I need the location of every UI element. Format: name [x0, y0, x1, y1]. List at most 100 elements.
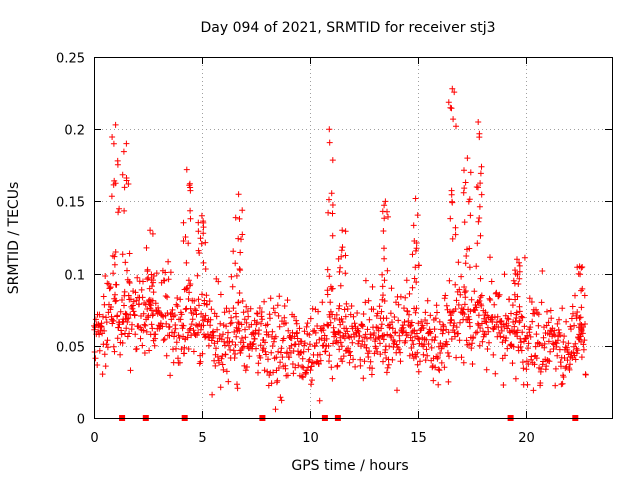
data-point: [265, 331, 272, 338]
data-point: [384, 364, 391, 371]
data-point: [511, 323, 518, 330]
data-point: [185, 277, 192, 284]
data-point: [243, 303, 250, 310]
data-point: [410, 222, 417, 229]
data-point: [359, 323, 366, 330]
data-point: [521, 254, 528, 261]
data-point: [262, 339, 268, 346]
data-point: [532, 343, 539, 350]
data-point: [514, 256, 520, 263]
data-point: [150, 289, 157, 296]
data-point: [362, 299, 369, 306]
data-point: [381, 202, 388, 209]
data-point: [552, 382, 559, 389]
data-point: [394, 387, 400, 394]
data-point: [461, 284, 468, 290]
data-point: [230, 347, 237, 354]
data-point: [336, 302, 343, 309]
data-point: [242, 334, 249, 341]
y-tick-label: 0.05: [56, 341, 85, 356]
data-point: [183, 166, 190, 173]
data-point: [350, 313, 357, 320]
data-point: [445, 329, 452, 336]
data-point: [235, 299, 242, 306]
data-point: [344, 306, 351, 312]
data-point: [485, 328, 492, 335]
data-point: [559, 380, 566, 387]
data-point: [140, 278, 146, 285]
data-point: [317, 351, 323, 358]
data-point: [229, 283, 236, 290]
data-point: [141, 350, 148, 356]
data-point: [278, 345, 285, 352]
data-point: [578, 338, 584, 345]
data-point: [241, 362, 248, 369]
data-point: [113, 297, 120, 304]
data-point: [461, 185, 468, 192]
data-point: [105, 281, 112, 287]
data-point: [195, 329, 202, 336]
data-point: [533, 306, 539, 313]
data-point: [171, 312, 178, 319]
data-point: [395, 317, 402, 324]
data-point: [211, 340, 218, 347]
data-point: [490, 351, 497, 358]
data-point: [424, 297, 431, 304]
data-point: [327, 319, 334, 326]
data-point: [509, 302, 516, 309]
data-point: [582, 371, 589, 378]
data-point: [193, 311, 200, 318]
data-point: [236, 266, 243, 272]
data-point: [186, 289, 193, 296]
data-point: [479, 320, 485, 327]
data-point: [505, 316, 512, 323]
data-point: [516, 259, 522, 266]
data-point: [305, 346, 312, 353]
data-point: [570, 349, 577, 356]
data-point: [410, 341, 417, 348]
data-point: [402, 337, 409, 344]
data-point: [102, 273, 109, 279]
data-point: [220, 331, 226, 338]
data-point: [124, 333, 131, 340]
data-point: [195, 247, 202, 254]
data-point: [565, 340, 572, 347]
data-point: [365, 297, 372, 304]
data-point: [453, 123, 459, 130]
data-point: [207, 316, 214, 323]
data-point: [560, 374, 567, 380]
data-point: [379, 283, 386, 290]
data-point: [239, 207, 246, 214]
data-point: [329, 210, 336, 217]
data-point: [375, 334, 382, 340]
data-point: [413, 330, 420, 337]
data-point: [543, 322, 550, 329]
data-point: [523, 358, 530, 365]
data-point: [478, 163, 485, 170]
data-point: [519, 359, 526, 366]
data-point: [503, 335, 510, 341]
data-point: [572, 292, 578, 299]
data-point: [239, 335, 245, 342]
data-point: [331, 315, 338, 322]
data-point: [436, 318, 443, 325]
data-point: [567, 361, 573, 368]
data-point: [187, 215, 194, 222]
data-point: [174, 295, 181, 301]
data-point: [376, 335, 383, 342]
data-point: [364, 335, 370, 342]
data-point: [344, 328, 351, 335]
data-point: [232, 341, 239, 348]
y-tick-label: 0.25: [56, 52, 85, 67]
data-point: [292, 364, 299, 371]
data-point: [126, 330, 133, 337]
data-point: [443, 338, 450, 345]
data-point: [442, 292, 449, 299]
data-point: [422, 309, 429, 316]
data-point: [505, 322, 512, 329]
data-point: [277, 394, 284, 401]
data-point: [573, 315, 580, 322]
data-point: [180, 219, 187, 226]
data-point: [143, 244, 150, 251]
data-point: [326, 139, 333, 146]
